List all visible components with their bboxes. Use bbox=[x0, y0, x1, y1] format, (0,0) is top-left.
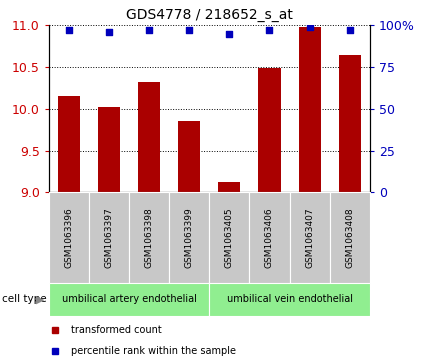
Text: GSM1063406: GSM1063406 bbox=[265, 207, 274, 268]
Point bbox=[306, 24, 313, 30]
Bar bbox=[339, 54, 361, 192]
Title: GDS4778 / 218652_s_at: GDS4778 / 218652_s_at bbox=[126, 8, 293, 22]
Bar bbox=[209, 192, 249, 283]
Text: umbilical vein endothelial: umbilical vein endothelial bbox=[227, 294, 352, 305]
Bar bbox=[138, 82, 160, 192]
Text: GSM1063405: GSM1063405 bbox=[225, 207, 234, 268]
Bar bbox=[98, 107, 120, 192]
Text: transformed count: transformed count bbox=[71, 325, 162, 335]
Bar bbox=[49, 192, 89, 283]
Point bbox=[346, 28, 353, 33]
Point bbox=[186, 28, 193, 33]
Bar bbox=[169, 192, 209, 283]
Text: umbilical artery endothelial: umbilical artery endothelial bbox=[62, 294, 196, 305]
Bar bbox=[89, 192, 129, 283]
Point bbox=[226, 31, 233, 37]
Text: GSM1063399: GSM1063399 bbox=[185, 207, 194, 268]
Text: cell type: cell type bbox=[2, 294, 47, 305]
Text: GSM1063408: GSM1063408 bbox=[345, 207, 354, 268]
Bar bbox=[129, 192, 169, 283]
Text: percentile rank within the sample: percentile rank within the sample bbox=[71, 346, 236, 356]
Bar bbox=[49, 283, 209, 316]
Text: GSM1063396: GSM1063396 bbox=[65, 207, 74, 268]
Bar bbox=[258, 68, 280, 192]
Text: ▶: ▶ bbox=[36, 294, 45, 305]
Bar bbox=[289, 192, 330, 283]
Point bbox=[146, 28, 153, 33]
Point bbox=[65, 28, 72, 33]
Bar bbox=[178, 121, 200, 192]
Text: GSM1063407: GSM1063407 bbox=[305, 207, 314, 268]
Bar bbox=[249, 192, 289, 283]
Bar bbox=[209, 283, 370, 316]
Text: GSM1063397: GSM1063397 bbox=[105, 207, 113, 268]
Text: GSM1063398: GSM1063398 bbox=[144, 207, 154, 268]
Point bbox=[106, 29, 113, 35]
Bar bbox=[218, 182, 241, 192]
Bar bbox=[330, 192, 370, 283]
Point bbox=[266, 28, 273, 33]
Bar bbox=[58, 96, 80, 192]
Bar bbox=[298, 27, 320, 192]
